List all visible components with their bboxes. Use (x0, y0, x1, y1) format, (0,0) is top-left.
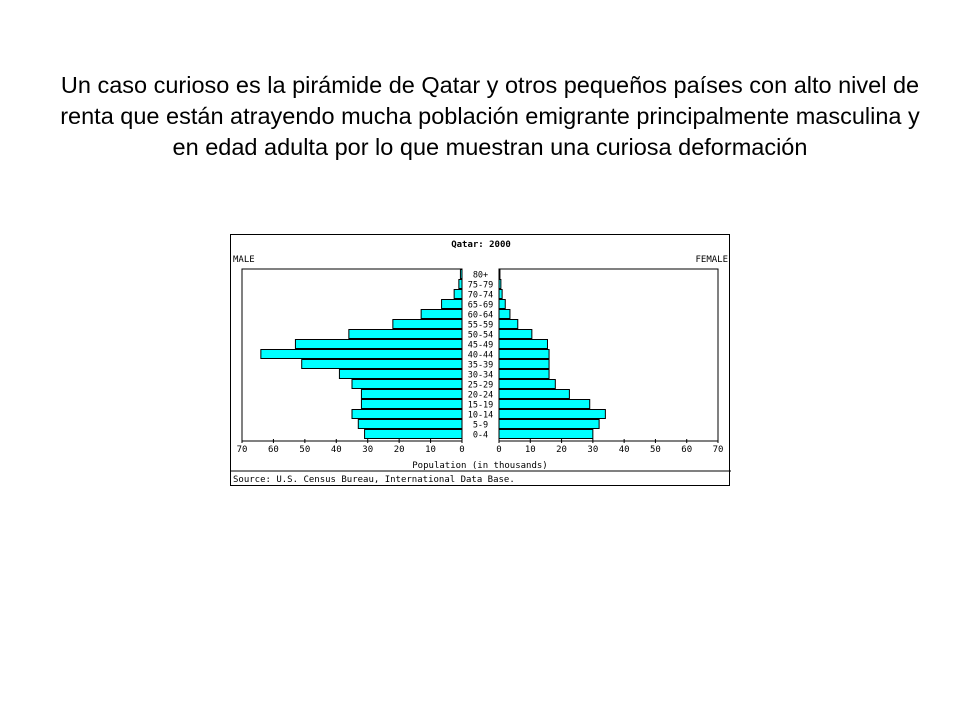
male-bar (441, 299, 463, 309)
female-bar (498, 399, 591, 409)
slide-caption: Un caso curioso es la pirámide de Qatar … (60, 72, 920, 160)
age-group-label: 15-19 (468, 401, 494, 411)
female-tick-label: 20 (556, 445, 567, 455)
female-bar (498, 269, 501, 279)
female-bar (498, 319, 519, 329)
male-bar (351, 409, 463, 419)
female-bar (498, 379, 556, 389)
female-bar (498, 299, 506, 309)
male-bar (364, 429, 463, 439)
male-bar (351, 379, 463, 389)
age-group-label: 5-9 (473, 421, 488, 431)
age-group-label: 0-4 (473, 431, 488, 441)
male-tick-label: 70 (237, 445, 248, 455)
age-group-label: 55-59 (468, 321, 494, 331)
female-bar (498, 309, 511, 319)
female-bar (498, 359, 550, 369)
age-group-label: 40-44 (468, 351, 494, 361)
female-label: FEMALE (695, 255, 728, 265)
chart-title: Qatar: 2000 (451, 240, 511, 250)
female-tick-label: 10 (525, 445, 536, 455)
male-bar (360, 389, 463, 399)
female-bar (498, 429, 594, 439)
male-bar (357, 419, 463, 429)
male-tick-label: 60 (268, 445, 279, 455)
male-bar (348, 329, 463, 339)
male-tick-label: 40 (331, 445, 342, 455)
male-tick-label: 50 (299, 445, 310, 455)
male-bar (392, 319, 463, 329)
age-group-label: 45-49 (468, 341, 494, 351)
female-bar (498, 339, 548, 349)
male-bar (360, 399, 463, 409)
female-bar (498, 279, 502, 289)
age-group-label: 75-79 (468, 281, 494, 291)
female-tick-label: 30 (587, 445, 598, 455)
age-group-label: 80+ (473, 271, 488, 281)
female-bar (498, 369, 550, 379)
male-bar (260, 349, 463, 359)
male-bar (338, 369, 463, 379)
age-group-label: 10-14 (468, 411, 494, 421)
female-bar (498, 349, 550, 359)
female-bar (498, 389, 570, 399)
male-tick-label: 20 (394, 445, 405, 455)
female-bar (498, 289, 503, 299)
age-group-label: 35-39 (468, 361, 494, 371)
source-note: Source: U.S. Census Bureau, Internationa… (233, 475, 515, 485)
age-group-label: 65-69 (468, 301, 494, 311)
age-group-label: 30-34 (468, 371, 494, 381)
male-tick-label: 30 (362, 445, 373, 455)
male-label: MALE (233, 255, 255, 265)
female-bar (498, 409, 606, 419)
female-tick-label: 50 (650, 445, 661, 455)
age-group-label: 50-54 (468, 331, 494, 341)
male-bar (301, 359, 463, 369)
male-bar (294, 339, 463, 349)
age-group-label: 25-29 (468, 381, 494, 391)
pyramid-svg: Qatar: 2000 MALE FEMALE 80+75-7970-7465-… (231, 240, 731, 485)
age-group-label: 20-24 (468, 391, 494, 401)
x-axis-label: Population (in thousands) (412, 461, 547, 471)
population-pyramid-chart: Qatar: 2000 MALE FEMALE 80+ 75-79 70-74 65-… (230, 234, 731, 486)
female-bar (498, 419, 600, 429)
male-bar (459, 269, 463, 279)
female-tick-label: 0 (496, 445, 501, 455)
female-tick-label: 40 (619, 445, 630, 455)
female-tick-label: 70 (713, 445, 724, 455)
male-tick-label: 0 (459, 445, 464, 455)
age-group-label: 70-74 (468, 291, 494, 301)
female-tick-label: 60 (681, 445, 692, 455)
female-bar (498, 329, 533, 339)
male-bar (458, 279, 463, 289)
male-bar (453, 289, 463, 299)
male-tick-label: 10 (425, 445, 436, 455)
age-group-label: 60-64 (468, 311, 494, 321)
male-bar (420, 309, 463, 319)
